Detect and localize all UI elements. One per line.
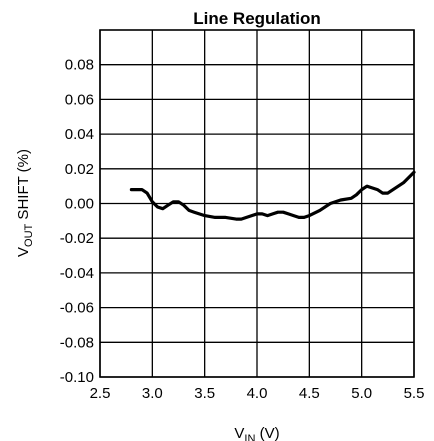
x-tick-labels: 2.5 3.0 3.5 4.0 4.5 5.0 5.5 [90, 385, 425, 402]
y-tick-label: 0.02 [65, 161, 94, 178]
x-axis-label-sub: IN [244, 433, 255, 441]
x-tick-label: 3.5 [194, 385, 215, 402]
series-line-0 [129, 170, 416, 221]
y-tick-label: -0.10 [60, 369, 94, 386]
y-axis-label: VOUT SHIFT (%) [15, 149, 35, 257]
y-tick-label: 0.06 [65, 91, 94, 108]
y-tick-label: -0.06 [60, 300, 94, 317]
series-layer [129, 170, 416, 221]
x-axis-label-main: V [234, 425, 244, 441]
x-tick-label: 5.0 [351, 385, 372, 402]
y-tick-label: 0.08 [65, 57, 94, 74]
y-axis-label-main: V [15, 247, 32, 257]
x-tick-label: 2.5 [90, 385, 111, 402]
y-tick-label: -0.08 [60, 334, 94, 351]
x-tick-label: 3.0 [142, 385, 163, 402]
y-tick-label: -0.02 [60, 230, 94, 247]
y-tick-labels: 0.08 0.06 0.04 0.02 0.00 -0.02 -0.04 -0.06 -0.08… [60, 57, 94, 386]
y-tick-label: -0.04 [60, 265, 94, 282]
x-axis-label: VIN (V) [234, 425, 279, 441]
x-tick-label: 5.5 [404, 385, 425, 402]
x-axis-label-unit: (V) [255, 425, 279, 441]
y-tick-label: 0.04 [65, 126, 94, 143]
chart-title: Line Regulation [193, 9, 321, 28]
y-axis-label-sub: OUT [23, 223, 35, 247]
x-tick-label: 4.0 [247, 385, 268, 402]
x-tick-label: 4.5 [299, 385, 320, 402]
plot-frame [99, 29, 415, 378]
y-axis-label-unit: SHIFT (%) [15, 149, 32, 224]
y-tick-label: 0.00 [65, 196, 94, 213]
grid-lines [99, 30, 415, 378]
